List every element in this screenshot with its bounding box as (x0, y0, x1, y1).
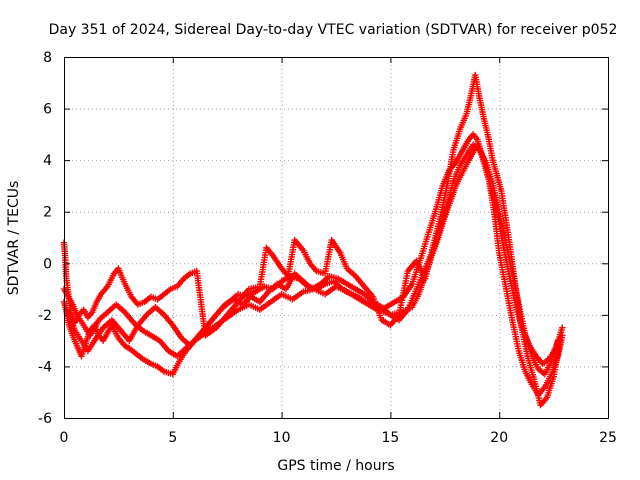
data-point (559, 324, 566, 331)
y-axis-label: SDTVAR / TECUs (6, 181, 22, 296)
x-tick-label: 0 (60, 430, 69, 446)
data-point (554, 337, 562, 344)
series-track-d (62, 141, 562, 378)
y-tick-labels: -6 -4 -2 0 2 4 6 8 (38, 50, 52, 427)
y-tick-label: -4 (38, 359, 52, 375)
x-axis-label: GPS time / hours (277, 458, 394, 474)
data-markers (60, 71, 566, 409)
y-tick-label: -6 (38, 411, 52, 427)
grid (64, 57, 608, 418)
x-tick-labels: 0 5 10 15 20 25 (60, 430, 617, 446)
y-tick-label: 2 (43, 205, 52, 221)
axis-ticks (64, 57, 609, 419)
x-tick-label: 20 (490, 430, 508, 446)
y-tick-label: -2 (38, 308, 52, 324)
plot-frame (64, 57, 609, 419)
x-tick-label: 5 (168, 430, 177, 446)
y-tick-label: 4 (43, 153, 52, 169)
y-tick-label: 0 (43, 256, 52, 272)
y-tick-label: 6 (43, 102, 52, 118)
series-track-b (60, 71, 564, 409)
chart-title: Day 351 of 2024, Sidereal Day-to-day VTE… (49, 22, 618, 38)
x-tick-label: 10 (273, 430, 291, 446)
x-tick-label: 25 (599, 430, 617, 446)
x-tick-label: 15 (381, 430, 399, 446)
y-tick-label: 8 (43, 50, 52, 66)
